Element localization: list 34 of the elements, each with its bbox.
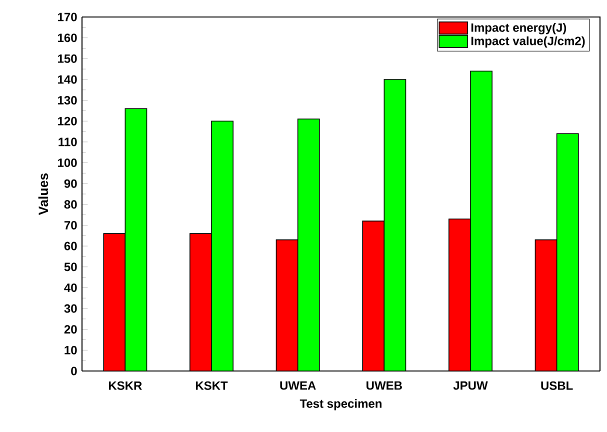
bar [211, 120, 234, 371]
y-tick-label: 100 [58, 158, 77, 168]
y-tick-label: 40 [64, 283, 77, 292]
y-tick-label: 150 [58, 54, 77, 63]
y-tick-label: 80 [64, 200, 77, 209]
y-tick-label: 140 [58, 75, 77, 84]
y-axis-title: Values [38, 173, 48, 216]
y-tick-label: 70 [64, 220, 77, 230]
bar [297, 118, 320, 371]
y-tick-label: 170 [58, 12, 77, 22]
y-tick-label: 130 [58, 96, 77, 105]
y-tick-label: 20 [64, 325, 77, 334]
x-tick-label: UWEA [280, 381, 316, 390]
bar [124, 108, 148, 371]
x-tick-label: UWEB [366, 381, 402, 390]
y-tick-label: 90 [64, 179, 77, 188]
x-axis-title: Test specimen [300, 399, 382, 410]
y-tick-label: 10 [64, 346, 77, 354]
bar [470, 70, 492, 371]
x-tick-label: KSKT [196, 381, 228, 390]
x-tick-label: KSKR [108, 381, 142, 390]
legend-label: Impact energy(J) [471, 23, 566, 34]
legend-label: Impact value(J/cm2) [471, 36, 585, 48]
y-tick-label: 50 [64, 262, 77, 272]
x-tick-label: USBL [541, 381, 573, 390]
bar [556, 133, 579, 371]
y-tick-label: 0 [71, 366, 77, 376]
y-tick-label: 120 [58, 116, 77, 126]
y-tick-label: 160 [58, 34, 77, 42]
bar [384, 79, 406, 371]
y-tick-label: 60 [64, 242, 77, 250]
y-tick-label: 110 [58, 138, 77, 146]
x-tick-label: JPUW [453, 381, 488, 390]
y-tick-label: 30 [64, 304, 77, 313]
